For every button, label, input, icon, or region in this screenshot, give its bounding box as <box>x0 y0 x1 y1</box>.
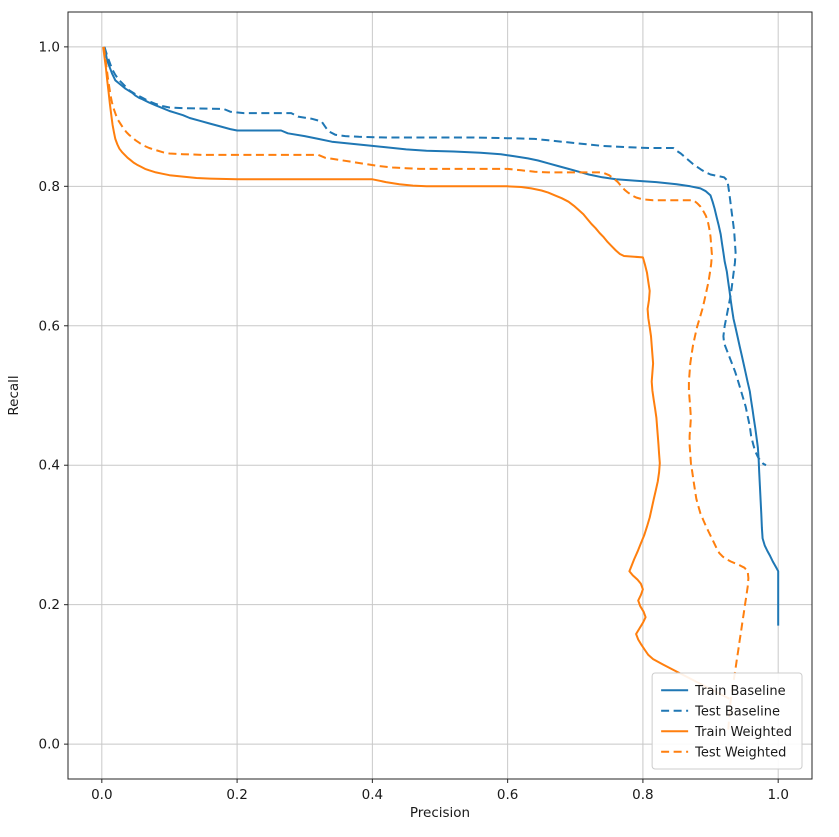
series-line-test-weighted <box>102 46 750 732</box>
axes-frame <box>67 11 813 780</box>
y-tick-label: 0.8 <box>39 179 60 195</box>
x-axis-label: Precision <box>410 805 470 821</box>
y-tick-label: 0.6 <box>39 318 60 334</box>
legend-label: Test Baseline <box>694 704 780 719</box>
x-tick-label: 0.2 <box>226 787 247 803</box>
x-tick-label: 1.0 <box>767 787 788 803</box>
legend-label: Train Baseline <box>694 684 785 699</box>
y-tick-label: 1.0 <box>39 39 60 55</box>
y-tick-label: 0.0 <box>39 737 60 753</box>
x-tick-label: 0.8 <box>632 787 653 803</box>
y-tick-label: 0.4 <box>39 458 60 474</box>
legend-frame <box>651 672 803 770</box>
series-line-train-weighted <box>102 46 730 700</box>
x-tick-label: 0.0 <box>91 787 112 803</box>
series-line-test-baseline <box>103 46 767 467</box>
series-line-train-baseline <box>102 46 780 626</box>
y-axis-label: Recall <box>6 375 22 415</box>
legend-label: Train Weighted <box>694 725 792 740</box>
legend: Train Baseline Test Baseline Train Weighte… <box>651 672 803 770</box>
x-tick-label: 0.6 <box>497 787 518 803</box>
x-tick-label: 0.4 <box>362 787 383 803</box>
y-tick-label: 0.2 <box>39 597 60 613</box>
legend-label: Test Weighted <box>694 745 786 760</box>
